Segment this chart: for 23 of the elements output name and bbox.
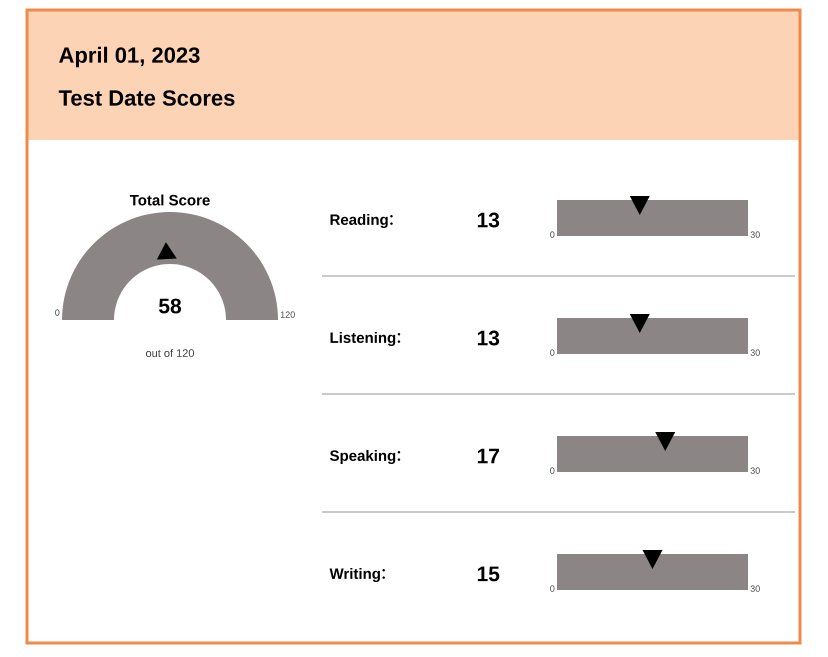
- text: Test Date Scores: [58, 90, 234, 106]
- data-label: 13: [478, 330, 500, 346]
- text: 30: [750, 231, 760, 238]
- category-label: Writing: [330, 568, 380, 582]
- text: 0: [550, 467, 554, 474]
- category-label: Listening: [330, 332, 396, 346]
- text: Total Score: [130, 194, 210, 206]
- text: April 01, 2023: [59, 46, 200, 68]
- category-label: Speaking: [330, 450, 396, 464]
- text: 0: [550, 349, 554, 356]
- text: 30: [750, 467, 760, 474]
- data-label: 17: [478, 448, 499, 464]
- data-label: 13: [478, 212, 500, 228]
- category-label: Reading: [330, 214, 388, 228]
- data-label: 15: [478, 566, 500, 582]
- text: 120: [280, 311, 295, 318]
- text: out of 120: [146, 348, 194, 358]
- text: 30: [750, 349, 760, 356]
- text: 0: [55, 309, 60, 316]
- text: 30: [750, 585, 760, 592]
- data-label: 58: [158, 298, 182, 314]
- text: 0: [550, 585, 554, 592]
- text: 0: [550, 231, 554, 238]
